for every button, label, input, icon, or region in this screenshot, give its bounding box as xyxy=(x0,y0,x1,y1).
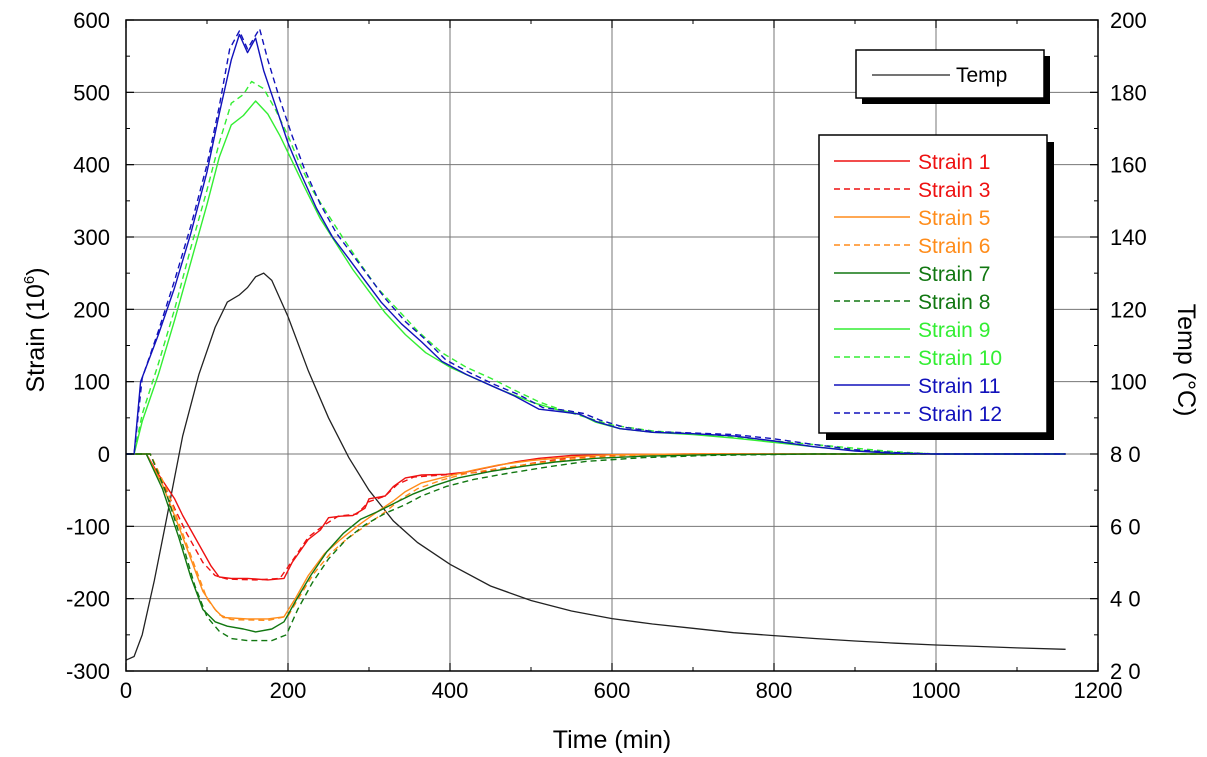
y2-tick-label: 8 0 xyxy=(1110,442,1141,467)
y2-tick-label: 100 xyxy=(1110,370,1147,395)
y-tick-label: 400 xyxy=(73,153,110,178)
legend-label: Strain 7 xyxy=(918,263,990,286)
temp-legend: Temp xyxy=(855,49,1050,104)
series-line-strain-12 xyxy=(126,28,1066,455)
y-axis-title-main: Strain (10 xyxy=(22,284,50,392)
x-tick-label: 0 xyxy=(120,678,132,703)
x-tick-label: 600 xyxy=(594,678,631,703)
legend-label: Strain 5 xyxy=(918,207,990,230)
y-tick-label: 0 xyxy=(98,442,110,467)
series-line-strain-1 xyxy=(126,453,1066,581)
x-tick-label: 400 xyxy=(432,678,469,703)
y-tick-label: -300 xyxy=(66,659,110,684)
y-tick-label: 300 xyxy=(73,225,110,250)
y-tick-label: 500 xyxy=(73,80,110,105)
legend-label: Strain 3 xyxy=(918,179,990,202)
y2-tick-label: 120 xyxy=(1110,297,1147,322)
y2-tick-label: 140 xyxy=(1110,225,1147,250)
y-axis-title-end: ) xyxy=(22,267,50,275)
y-tick-label: -200 xyxy=(66,587,110,612)
series-line-strain-9 xyxy=(126,100,1066,455)
series-line-strain-11 xyxy=(126,33,1066,455)
legend-label: Strain 8 xyxy=(918,291,990,314)
temp-legend-box xyxy=(855,49,1045,99)
series-line-strain-10 xyxy=(126,80,1066,455)
legend-label: Strain 11 xyxy=(918,375,1001,398)
legend-label: Strain 6 xyxy=(918,235,990,258)
temp-legend-label: Temp xyxy=(956,64,1007,87)
axis-ticks xyxy=(125,19,1099,672)
x-axis-tick-labels: 0 200 400 600 800 1000 1200 xyxy=(120,678,1123,703)
x-tick-label: 200 xyxy=(270,678,307,703)
strain-legend-box xyxy=(818,134,1048,434)
y2-tick-label: 160 xyxy=(1110,153,1147,178)
x-axis-title: Time (min) xyxy=(553,726,672,754)
y2-axis-title: Temp (°C) xyxy=(1172,304,1200,417)
y2-tick-label: 6 0 xyxy=(1110,514,1141,539)
y-tick-label: 200 xyxy=(73,297,110,322)
y-axis-tick-labels: -300 -200 -100 0 100 200 300 400 500 600 xyxy=(66,8,110,684)
x-tick-label: 800 xyxy=(756,678,793,703)
x-tick-label: 1200 xyxy=(1074,678,1123,703)
series-line-strain-3 xyxy=(126,453,1066,581)
strain-legend-items: Strain 1 Strain 3 Strain 5 Strain 6 Strain 7… xyxy=(834,151,1002,426)
legend-label: Strain 10 xyxy=(918,347,1002,370)
y-tick-label: 600 xyxy=(73,8,110,33)
y2-tick-label: 180 xyxy=(1110,80,1147,105)
y-axis-title-superscript: 6 xyxy=(21,276,38,284)
plot-series xyxy=(125,28,1066,661)
series-line-temp xyxy=(125,272,1066,661)
y2-tick-label: 4 0 xyxy=(1110,587,1141,612)
legend-label: Strain 1 xyxy=(918,151,990,174)
legend-label: Strain 12 xyxy=(918,403,1002,426)
y-axis-title: Strain (106) xyxy=(21,267,50,392)
legend-label: Strain 9 xyxy=(918,319,990,342)
x-tick-label: 1000 xyxy=(912,678,961,703)
series-line-strain-7 xyxy=(126,453,1066,633)
series-line-strain-8 xyxy=(126,453,1066,642)
strain-legend: Strain 1 Strain 3 Strain 5 Strain 6 Strain 7… xyxy=(818,134,1054,440)
y-tick-label: -100 xyxy=(66,514,110,539)
y2-tick-label: 2 0 xyxy=(1110,659,1141,684)
y2-tick-label: 200 xyxy=(1110,8,1147,33)
series-line-strain-5 xyxy=(126,453,1066,620)
y-tick-label: 100 xyxy=(73,370,110,395)
